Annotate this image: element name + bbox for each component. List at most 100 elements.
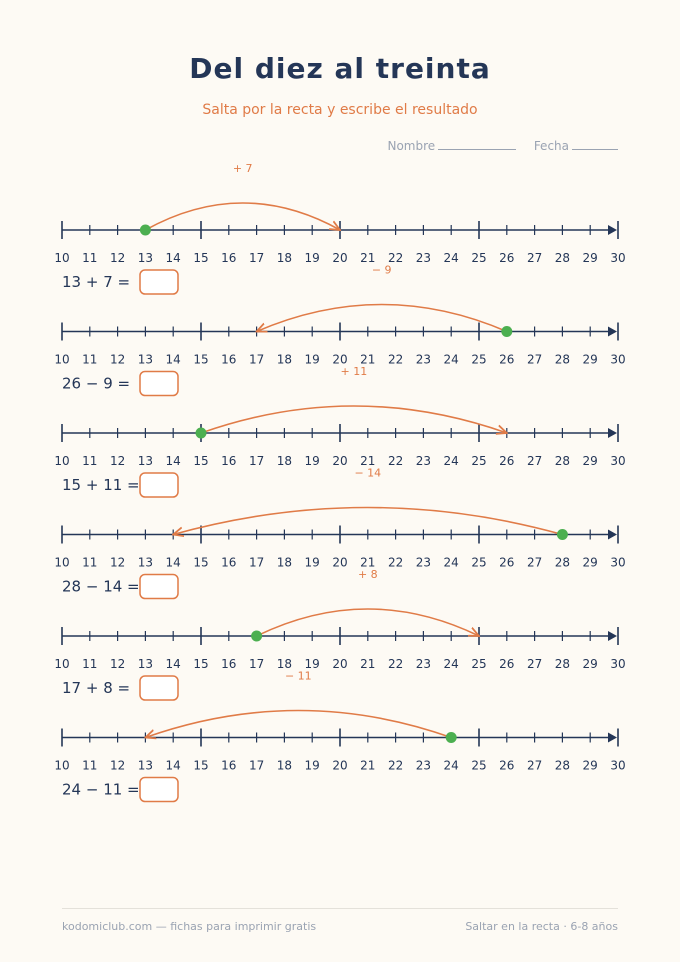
line-arrowhead: [608, 732, 617, 743]
tick-label: 29: [583, 251, 598, 265]
tick-label: 12: [110, 556, 125, 570]
tick-label: 21: [360, 353, 375, 367]
tick-label: 17: [249, 759, 264, 773]
answer-box[interactable]: [139, 269, 179, 295]
tick-label: 15: [193, 251, 208, 265]
tick-label: 29: [583, 759, 598, 773]
tick-label: 11: [82, 454, 97, 468]
tick-label: 19: [305, 251, 320, 265]
tick-label: 25: [471, 454, 486, 468]
tick-label: 25: [471, 759, 486, 773]
tick-label: 15: [193, 353, 208, 367]
tick-label: 27: [527, 454, 542, 468]
tick-label: 17: [249, 454, 264, 468]
start-point: [445, 732, 457, 743]
line-arrowhead: [608, 529, 617, 540]
tick-label: 12: [110, 759, 125, 773]
tick-label: 27: [527, 657, 542, 671]
tick-label: 24: [444, 454, 459, 468]
tick-label: 27: [527, 556, 542, 570]
tick-label: 30: [610, 657, 625, 671]
number-line-exercise: 10 11 12 13 14 15 16 17 18 19 20 21 22 23 24 25 26 27 28 29…: [54, 162, 626, 295]
tick-label: 23: [416, 657, 431, 671]
tick-label: 25: [471, 353, 486, 367]
tick-label: 20: [332, 657, 347, 671]
tick-label: 25: [471, 556, 486, 570]
tick-label: 10: [54, 454, 69, 468]
tick-label: 11: [82, 759, 97, 773]
tick-label: 13: [138, 353, 153, 367]
tick-label: 29: [583, 454, 598, 468]
tick-label: 11: [82, 353, 97, 367]
tick-label: 24: [444, 251, 459, 265]
tick-label: 28: [555, 759, 570, 773]
tick-label: 22: [388, 657, 403, 671]
page-subtitle: Salta por la recta y escribe el resultad…: [202, 102, 478, 118]
tick-label: 11: [82, 657, 97, 671]
answer-box[interactable]: [139, 776, 179, 803]
number-line-exercise: 10 11 12 13 14 15 16 17 18 19 20 21 22 23 24 25 26 27 28 29…: [54, 467, 626, 600]
equation-text: 24 − 11 =: [62, 781, 140, 799]
tick-label: 20: [332, 556, 347, 570]
tick-label: 22: [388, 556, 403, 570]
jump-arc: [257, 303, 508, 332]
answer-box[interactable]: [139, 472, 179, 498]
tick-label: 28: [555, 454, 570, 468]
tick-label: 12: [110, 454, 125, 468]
start-point: [556, 529, 568, 540]
number-line-exercise: 10 11 12 13 14 15 16 17 18 19 20 21 22 23 24 25 26 27 28 29…: [54, 670, 626, 803]
tick-label: 29: [583, 353, 598, 367]
tick-label: 21: [360, 657, 375, 671]
footer-caption: Saltar en la recta · 6-8 años: [465, 920, 618, 933]
tick-label: 16: [221, 556, 236, 570]
tick-label: 19: [305, 353, 320, 367]
answer-box[interactable]: [139, 675, 179, 701]
jump-label: + 11: [341, 365, 368, 378]
tick-label: 14: [166, 454, 181, 468]
tick-label: 26: [499, 251, 514, 265]
tick-label: 30: [610, 251, 625, 265]
tick-label: 15: [193, 657, 208, 671]
tick-label: 11: [82, 556, 97, 570]
tick-label: 14: [166, 251, 181, 265]
tick-label: 13: [138, 454, 153, 468]
name-field[interactable]: [438, 139, 517, 150]
tick-label: 19: [305, 657, 320, 671]
tick-label: 26: [499, 556, 514, 570]
tick-label: 30: [610, 454, 625, 468]
tick-label: 17: [249, 353, 264, 367]
tick-label: 20: [332, 759, 347, 773]
tick-label: 29: [583, 556, 598, 570]
tick-label: 23: [416, 454, 431, 468]
number-line-exercise: 10 11 12 13 14 15 16 17 18 19 20 21 22 23 24 25 26 27 28 29…: [54, 365, 626, 498]
start-point: [251, 630, 263, 642]
jump-arc: [145, 709, 452, 738]
tick-label: 28: [555, 251, 570, 265]
tick-label: 14: [166, 657, 181, 671]
start-point: [195, 427, 207, 439]
tick-label: 24: [444, 556, 459, 570]
tick-label: 16: [221, 454, 236, 468]
tick-label: 11: [82, 251, 97, 265]
equation-text: 17 + 8 =: [62, 679, 130, 697]
start-point: [139, 224, 151, 236]
tick-label: 21: [360, 759, 375, 773]
tick-label: 17: [249, 556, 264, 570]
tick-label: 25: [471, 251, 486, 265]
tick-label: 27: [527, 759, 542, 773]
date-field[interactable]: [572, 139, 618, 150]
footer-divider: [62, 908, 618, 909]
equation-text: 26 − 9 =: [62, 375, 130, 393]
footer-site: kodomiclub.com — fichas para imprimir gr…: [62, 920, 317, 933]
tick-label: 19: [305, 556, 320, 570]
tick-label: 16: [221, 251, 236, 265]
answer-box[interactable]: [139, 573, 179, 600]
tick-label: 22: [388, 759, 403, 773]
tick-label: 28: [555, 657, 570, 671]
jump-label: − 14: [354, 467, 381, 480]
tick-label: 30: [610, 556, 625, 570]
jump-arc: [256, 608, 479, 636]
answer-box[interactable]: [139, 370, 179, 397]
tick-label: 24: [444, 353, 459, 367]
